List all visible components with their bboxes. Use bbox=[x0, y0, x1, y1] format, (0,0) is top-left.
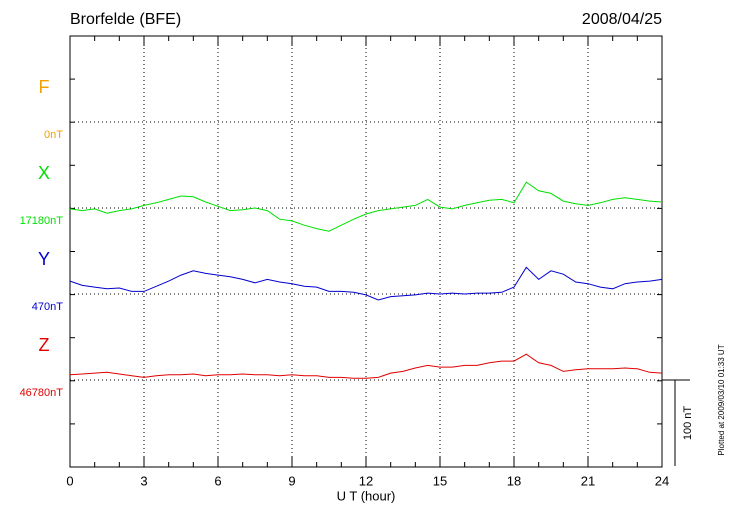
x-tick-label: 9 bbox=[288, 473, 295, 488]
chart-date: 2008/04/25 bbox=[582, 11, 662, 28]
baseline-label: 0nT bbox=[44, 129, 63, 141]
x-tick-label: 12 bbox=[359, 473, 373, 488]
scale-bar-label: 100 nT bbox=[682, 406, 694, 441]
x-tick-label: 15 bbox=[433, 473, 447, 488]
x-tick-label: 6 bbox=[214, 473, 221, 488]
series-line bbox=[69, 266, 663, 301]
x-axis-label: U T (hour) bbox=[337, 488, 396, 503]
x-tick-label: 18 bbox=[507, 473, 521, 488]
baseline-label: 46780nT bbox=[20, 387, 64, 399]
footnote: Plotted at 2009/03/10 01:33 UT bbox=[717, 344, 726, 455]
series-name: X bbox=[38, 163, 50, 183]
series-name: F bbox=[39, 77, 50, 97]
baseline-label: 17180nT bbox=[20, 215, 64, 227]
series-name: Y bbox=[38, 249, 50, 269]
x-tick-label: 24 bbox=[655, 473, 669, 488]
x-tick-label: 3 bbox=[140, 473, 147, 488]
x-tick-label: 21 bbox=[581, 473, 595, 488]
baseline-label: 470nT bbox=[32, 301, 63, 313]
x-tick-label: 0 bbox=[66, 473, 73, 488]
series-line bbox=[69, 181, 663, 232]
chart-title: Brorfelde (BFE) bbox=[70, 11, 181, 28]
series-name: Z bbox=[39, 335, 50, 355]
series-line bbox=[69, 353, 663, 379]
